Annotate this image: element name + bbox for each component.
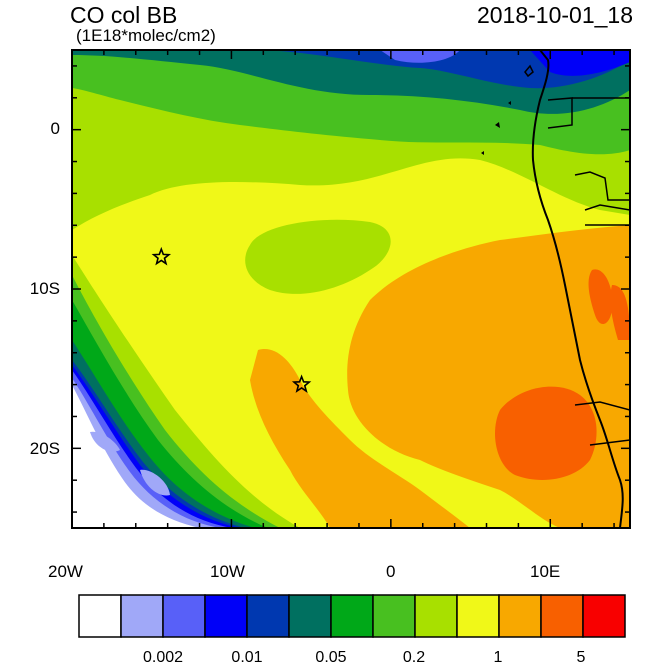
colorbar-swatch: [414, 594, 458, 638]
map-datetime: 2018-10-01_18: [476, 2, 633, 28]
colorbar-swatch: [162, 594, 206, 638]
colorbar-swatch: [456, 594, 500, 638]
colorbar-swatch: [498, 594, 542, 638]
colorbar-swatch: [582, 594, 626, 638]
site-star-north: [151, 246, 172, 266]
colorbar-label-1: 1: [493, 649, 503, 666]
map-units: (1E18*molec/cm2): [76, 26, 216, 45]
lat-label-20s: 20S: [29, 439, 60, 458]
colorbar-swatch: [330, 594, 374, 638]
site-star-south: [291, 374, 312, 393]
colorbar-label-001: 0.01: [231, 649, 263, 666]
colorbar-swatch: [78, 594, 122, 638]
axis-ticks: [71, 50, 630, 528]
colorbar: [78, 594, 626, 638]
lon-label-20w: 20W: [48, 562, 83, 581]
colorbar-swatch: [246, 594, 290, 638]
lon-label-10e: 10E: [530, 562, 561, 581]
colorbar-swatch: [372, 594, 416, 638]
colorbar-swatch: [540, 594, 584, 638]
colorbar-swatch: [120, 594, 164, 638]
co-field: [72, 50, 630, 528]
colorbar-label-005: 0.05: [315, 649, 347, 666]
lat-label-10s: 10S: [29, 279, 60, 298]
colorbar-label-0002: 0.002: [142, 649, 184, 666]
colorbar-label-02: 0.2: [402, 649, 426, 666]
colorbar-swatch: [204, 594, 248, 638]
site-markers: [151, 246, 312, 393]
colorbar-swatch: [288, 594, 332, 638]
lat-label-0: 0: [50, 119, 60, 138]
lon-label-0: 0: [386, 562, 396, 581]
colorbar-label-5: 5: [576, 649, 586, 666]
lon-label-10w: 10W: [210, 562, 245, 581]
map-title: CO col BB: [70, 2, 178, 28]
